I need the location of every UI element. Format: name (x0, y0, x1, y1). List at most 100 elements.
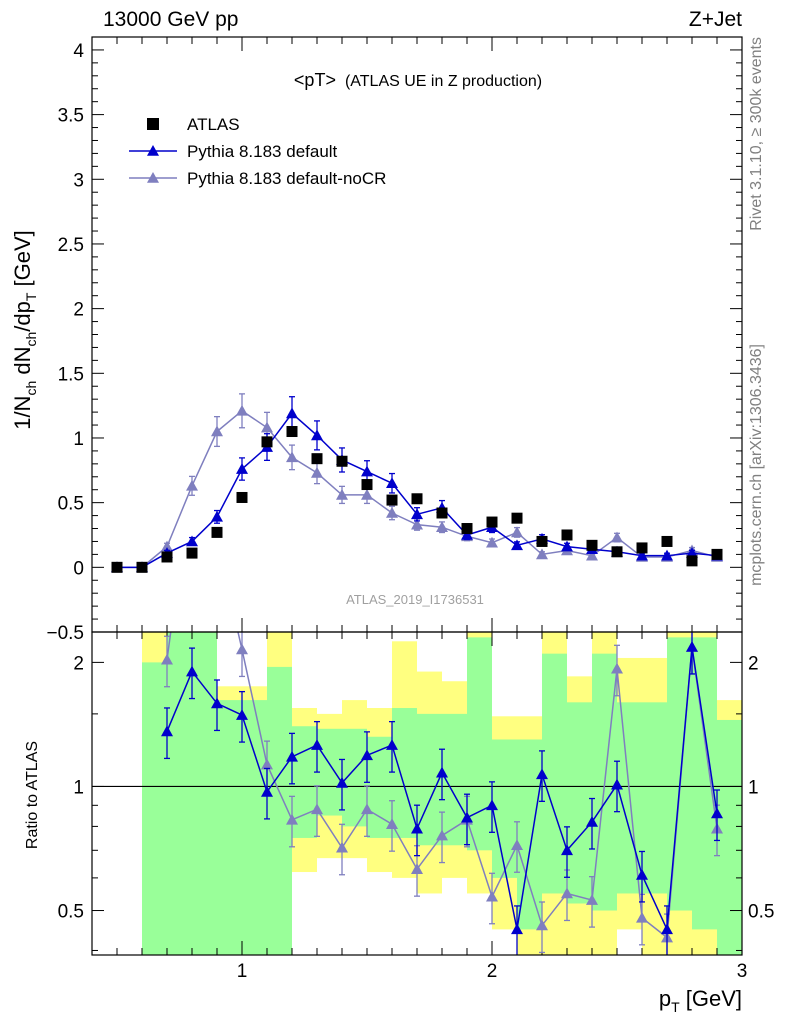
ratio-series-point (461, 811, 473, 823)
ratio-series-point (311, 739, 323, 750)
ratio-series-point (386, 739, 398, 750)
series-point (661, 549, 673, 561)
series-point (486, 536, 498, 548)
ratio-marks (161, 632, 723, 955)
ratio-series-point (261, 758, 273, 770)
main-ytick-label: 4 (73, 41, 84, 62)
atlas-data-point (686, 555, 698, 567)
series-point (211, 425, 223, 437)
green-band-bin (292, 726, 317, 838)
ratio-series-point (161, 725, 173, 737)
series-point (636, 549, 648, 561)
main-ytick-label: 1 (73, 429, 84, 450)
atlas-data-point (361, 479, 373, 491)
ratio-series-point (611, 778, 623, 790)
atlas-data-point (436, 507, 448, 519)
atlas-data-point (111, 561, 123, 573)
atlas-data-point (611, 546, 623, 558)
green-band-bin (717, 719, 742, 955)
atlas-data-point (711, 548, 723, 560)
legend-atlas-marker (147, 118, 159, 130)
ratio-series-point (686, 640, 698, 652)
ratio-ytick-label: 0.5 (58, 902, 84, 923)
series-point (361, 488, 373, 500)
atlas-data-point (161, 551, 173, 563)
energy-label: 13000 GeV pp (103, 8, 238, 31)
ratio-ylabel: Ratio to ATLAS (24, 741, 41, 849)
ratio-series-point (711, 807, 723, 819)
main-ytick-label: 2.5 (58, 235, 84, 256)
ratio-ytick-label-right: 1 (748, 777, 759, 798)
series-point (286, 407, 298, 419)
series-point (361, 465, 373, 477)
ratio-series-point (286, 750, 298, 762)
series-line (117, 412, 718, 569)
legend: ATLAS Pythia 8.183 default Pythia 8.183 de… (129, 115, 386, 188)
green-band-bin (567, 702, 592, 904)
ratio-series-point (561, 844, 573, 856)
green-band-bin (217, 700, 242, 955)
atlas-data-point (511, 512, 523, 524)
atlas-data-point (311, 453, 323, 465)
series-point (336, 488, 348, 500)
main-ylabel: 1/Nch dNch/dpT [GeV] (10, 230, 39, 430)
series-point (436, 521, 448, 533)
main-ytick-label: 0.5 (58, 494, 84, 515)
ratio-series-group (161, 632, 723, 955)
ratio-series-point (186, 665, 198, 677)
series-point (261, 421, 273, 433)
side-rivet-label: Rivet 3.1.10, ≥ 300k events (748, 37, 765, 231)
green-band-bin (642, 702, 667, 894)
atlas-data-point (461, 523, 473, 535)
main-ytick-label: 1.5 (58, 364, 84, 385)
series-point (161, 540, 173, 552)
ratio-series-point (611, 662, 623, 674)
main-title-main: <pT> (294, 70, 336, 90)
green-band-bin (692, 637, 717, 930)
ratio-series-point (486, 799, 498, 811)
main-marks (111, 393, 723, 573)
atlas-data-point (636, 542, 648, 554)
main-title-sub: (ATLAS UE in Z production) (345, 73, 542, 90)
ratio-series-point (511, 839, 523, 851)
series-point (411, 518, 423, 530)
legend-marker (147, 145, 159, 156)
green-band-bin (417, 713, 442, 846)
series-point (311, 466, 323, 478)
series-point (586, 549, 598, 561)
series-point (511, 539, 523, 551)
ratio-series-point (536, 768, 548, 780)
atlas-data-point (236, 491, 248, 503)
watermark-label: ATLAS_2019_I1736531 (346, 592, 484, 607)
ratio-series-point (486, 890, 498, 902)
legend-label: ATLAS (187, 115, 240, 134)
series-point (411, 508, 423, 520)
series-line (117, 409, 718, 569)
series-point (211, 510, 223, 522)
series-point (536, 548, 548, 560)
series-point (461, 528, 473, 540)
atlas-data-point (411, 493, 423, 505)
series-point (386, 477, 398, 489)
atlas-data-point (211, 526, 223, 538)
ratio-series-point (261, 785, 273, 797)
ratio-series-point (586, 894, 598, 905)
green-band-bin (517, 739, 542, 930)
series-point (611, 531, 623, 543)
ratio-axes: 0.5 0.5 1 1 2 2 1 2 3 (58, 632, 774, 982)
atlas-data-point (661, 535, 673, 547)
side-mcplots-label: mcplots.cern.ch [arXiv:1306.3436] (748, 344, 765, 586)
atlas-data-point (536, 535, 548, 547)
ratio-series-point (311, 803, 323, 815)
green-band-bin (317, 728, 342, 816)
ratio-series-point (236, 643, 248, 655)
main-title: <pT> (ATLAS UE in Z production) (294, 70, 542, 90)
legend-label: Pythia 8.183 default-noCR (187, 169, 386, 188)
green-band-bin (667, 637, 692, 911)
ratio-xtick-label: 2 (487, 961, 498, 982)
ratio-series-point (161, 653, 173, 665)
ratio-series-point (386, 818, 398, 829)
ratio-series-point (636, 911, 648, 923)
series-point (236, 404, 248, 416)
